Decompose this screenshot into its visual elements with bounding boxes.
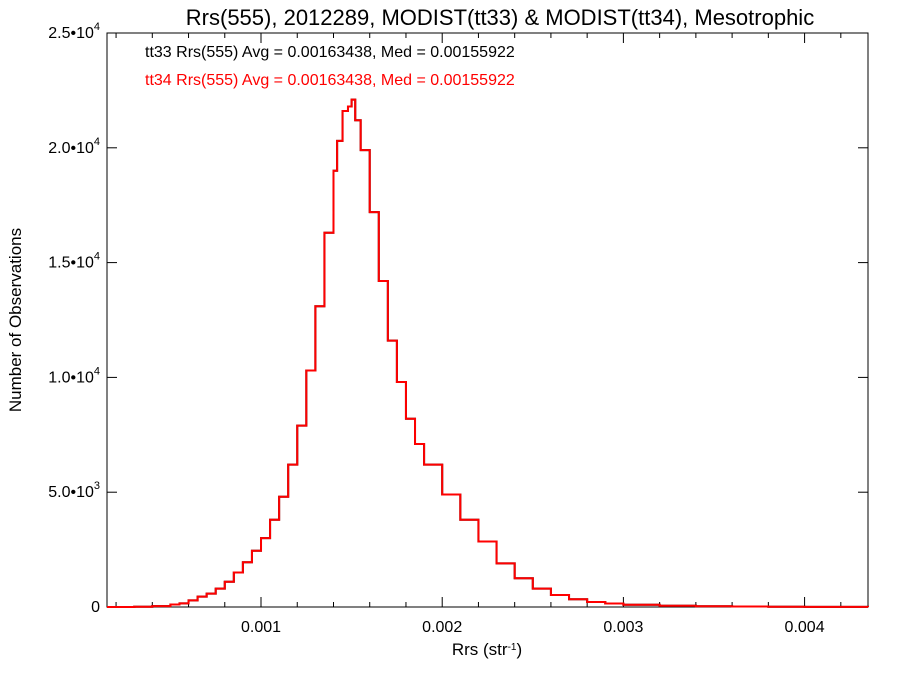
legend-entry-tt33: tt33 Rrs(555) Avg = 0.00163438, Med = 0.… xyxy=(145,44,515,61)
y-tick-label-exponent: 3 xyxy=(94,480,100,492)
series-line-tt34 xyxy=(107,98,869,608)
y-tick-label-exponent: 4 xyxy=(94,365,100,377)
y-tick-label: 2.0•104 xyxy=(48,136,100,157)
legend-entry-tt34: tt34 Rrs(555) Avg = 0.00163438, Med = 0.… xyxy=(145,72,515,89)
y-tick-label: 1.5•104 xyxy=(48,251,100,272)
x-axis-label-superscript: -1 xyxy=(508,642,517,653)
legend: tt33 Rrs(555) Avg = 0.00163438, Med = 0.… xyxy=(145,44,515,89)
y-tick-label-base: 2.0•10 xyxy=(48,140,94,157)
y-tick-label-exponent: 4 xyxy=(94,136,100,148)
x-tick-label: 0.002 xyxy=(422,619,462,636)
y-tick-label-base: 5.0•10 xyxy=(48,484,94,501)
y-tick-label-base: 2.5•10 xyxy=(48,25,94,42)
x-axis-label-base: Rrs (str xyxy=(452,640,508,659)
x-axis-label-tail: ) xyxy=(516,640,522,659)
y-tick-label-exponent: 4 xyxy=(94,21,100,33)
y-tick-label-base: 1.0•10 xyxy=(48,369,94,386)
y-tick-label: 1.0•104 xyxy=(48,365,100,386)
series-layer xyxy=(107,98,869,608)
series-line-tt33 xyxy=(107,98,869,608)
y-tick-label: 2.5•104 xyxy=(48,21,100,42)
x-axis: 0.001 0.002 0.003 0.004 xyxy=(115,33,842,636)
y-tick-label: 0 xyxy=(91,599,100,616)
y-tick-label: 5.0•103 xyxy=(48,480,100,501)
y-tick-label-exponent: 4 xyxy=(94,251,100,263)
y-axis-label: Number of Observations xyxy=(6,228,25,412)
y-tick-label-base: 1.5•10 xyxy=(48,255,94,272)
y-tick-label-base: 0 xyxy=(91,599,100,616)
x-tick-label: 0.003 xyxy=(603,619,643,636)
x-tick-label: 0.001 xyxy=(241,619,281,636)
chart-title: Rrs(555), 2012289, MODIST(tt33) & MODIST… xyxy=(186,5,814,30)
x-axis-label: Rrs (str-1) xyxy=(452,640,522,659)
x-tick-label: 0.004 xyxy=(785,619,825,636)
plot-frame xyxy=(106,32,869,608)
